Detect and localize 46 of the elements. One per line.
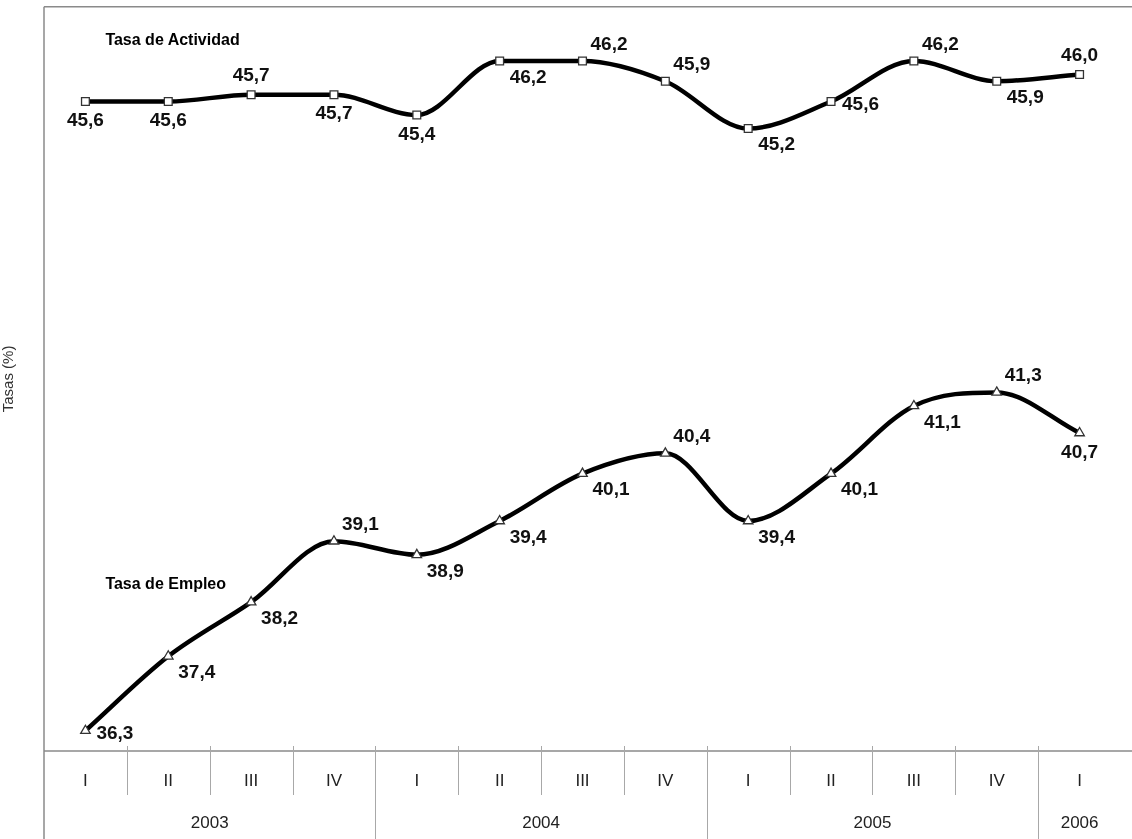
x-tick-label: I xyxy=(745,770,751,790)
series-label: Tasa de Empleo xyxy=(105,575,227,593)
x-tick-label: III xyxy=(575,770,590,790)
x-tick-label: III xyxy=(906,770,921,790)
x-tick-label: I xyxy=(83,770,88,790)
data-label: 40,4 xyxy=(673,425,711,447)
data-label: 45,7 xyxy=(232,64,270,86)
data-label: 41,1 xyxy=(923,410,962,432)
data-label: 45,7 xyxy=(315,102,353,124)
x-tick-label: II xyxy=(826,770,836,790)
data-label: 37,4 xyxy=(178,661,216,683)
data-label: 41,3 xyxy=(1004,364,1042,386)
data-label: 38,2 xyxy=(261,606,299,628)
x-tick-label: I xyxy=(1077,770,1082,790)
text: 2005 xyxy=(853,812,892,832)
data-label: 40,7 xyxy=(1061,440,1099,462)
text: 2003 xyxy=(190,812,229,832)
data-label: 39,1 xyxy=(341,513,380,535)
data-label: 46,2 xyxy=(509,65,547,87)
data-label: 46,2 xyxy=(921,32,959,54)
data-label: 45,9 xyxy=(673,52,711,74)
data-label: 39,4 xyxy=(758,525,796,547)
data-label: 45,4 xyxy=(398,122,436,144)
text: 2004 xyxy=(522,812,560,832)
y-axis-title: Tasas (%) xyxy=(0,345,17,413)
data-label: 38,9 xyxy=(426,559,464,581)
x-tick-label: II xyxy=(494,770,505,790)
data-label: 45,6 xyxy=(842,92,880,114)
text: 2006 xyxy=(1060,812,1099,832)
data-label: 36,3 xyxy=(96,721,134,743)
text: Tasa de Actividad xyxy=(105,31,240,49)
x-tick-label: II xyxy=(163,770,173,790)
x-tick-label: IV xyxy=(988,770,1006,790)
data-label: 45,6 xyxy=(149,109,187,131)
data-label: 40,1 xyxy=(592,478,630,500)
x-tick-label: IV xyxy=(325,770,343,790)
x-tick-label: III xyxy=(244,770,259,790)
data-label: 45,9 xyxy=(1006,85,1044,107)
x-tick-label: I xyxy=(414,770,420,790)
data-label: 45,6 xyxy=(66,109,104,131)
data-label: 46,2 xyxy=(590,32,628,54)
x-tick-label: IV xyxy=(657,770,675,790)
data-label: 46,0 xyxy=(1061,44,1099,66)
data-label: 39,4 xyxy=(509,525,548,547)
data-label: 45,2 xyxy=(758,133,796,155)
data-label: 40,1 xyxy=(841,478,879,500)
